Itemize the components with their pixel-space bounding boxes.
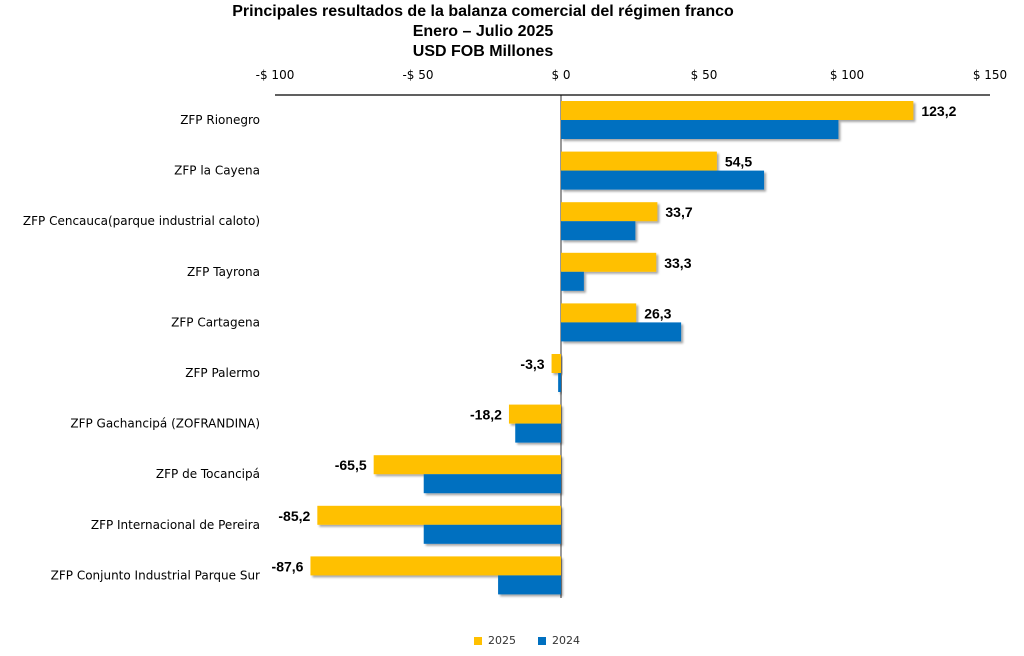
bar-2025 bbox=[561, 151, 717, 171]
legend-item-2025: 2025 bbox=[474, 634, 516, 647]
bar-2025 bbox=[508, 404, 561, 424]
bar-2025 bbox=[561, 101, 914, 120]
legend-label-2024: 2024 bbox=[552, 634, 580, 647]
bar-2024 bbox=[561, 120, 839, 139]
bar-2024 bbox=[561, 221, 636, 241]
category-label: ZFP Cartagena bbox=[171, 315, 260, 329]
category-label: ZFP de Tocancipá bbox=[156, 467, 260, 481]
data-label-2025: 123,2 bbox=[921, 103, 956, 119]
x-tick-label: -$ 100 bbox=[256, 68, 295, 82]
x-tick-label: $ 0 bbox=[551, 68, 570, 82]
bar-2024 bbox=[515, 423, 561, 443]
chart-unit: USD FOB Millones bbox=[412, 43, 554, 60]
bar-2024 bbox=[561, 170, 765, 190]
category-label: ZFP Palermo bbox=[185, 366, 260, 380]
bar-2025 bbox=[317, 505, 561, 525]
category-label: ZFP Conjunto Industrial Parque Sur bbox=[51, 568, 260, 582]
category-label: ZFP Cencauca(parque industrial caloto) bbox=[23, 214, 260, 228]
bar-2025 bbox=[373, 455, 561, 475]
x-tick-label: $ 150 bbox=[973, 68, 1007, 82]
data-label-2025: -87,6 bbox=[272, 558, 304, 574]
bar-2025 bbox=[561, 252, 657, 272]
bar-2025 bbox=[310, 556, 561, 576]
bar-2024 bbox=[558, 373, 561, 392]
bar-2024 bbox=[498, 575, 561, 595]
data-label-2025: 33,3 bbox=[664, 255, 691, 271]
data-label-2025: -65,5 bbox=[335, 457, 367, 473]
bar-2024 bbox=[423, 474, 561, 494]
legend: 2025 2024 bbox=[474, 634, 602, 647]
x-tick-label: $ 100 bbox=[830, 68, 864, 82]
category-label: ZFP Gachancipá (ZOFRANDINA) bbox=[70, 417, 260, 431]
data-label-2025: -18,2 bbox=[470, 407, 502, 423]
data-label-2025: 54,5 bbox=[725, 154, 752, 170]
category-label: ZFP Rionegro bbox=[180, 113, 260, 127]
data-label-2025: -3,3 bbox=[520, 356, 544, 372]
category-label: ZFP Tayrona bbox=[187, 265, 260, 279]
data-label-2025: 26,3 bbox=[644, 305, 671, 321]
data-label-2025: 33,7 bbox=[665, 204, 692, 220]
category-label: ZFP Internacional de Pereira bbox=[91, 518, 260, 532]
category-label: ZFP la Cayena bbox=[174, 164, 260, 178]
x-tick-label: -$ 50 bbox=[402, 68, 433, 82]
x-tick-label: $ 50 bbox=[691, 68, 718, 82]
bar-2025 bbox=[561, 303, 637, 323]
bar-2024 bbox=[423, 524, 561, 544]
legend-item-2024: 2024 bbox=[538, 634, 580, 647]
legend-label-2025: 2025 bbox=[488, 634, 516, 647]
chart-title-block: Principales resultados de la balanza com… bbox=[200, 2, 766, 62]
bar-2024 bbox=[561, 322, 682, 342]
legend-swatch-2024 bbox=[538, 636, 546, 645]
bar-2025 bbox=[551, 354, 561, 373]
data-label-2025: -85,2 bbox=[278, 508, 310, 524]
chart-subtitle: Enero – Julio 2025 bbox=[412, 23, 554, 40]
legend-swatch-2025 bbox=[474, 636, 482, 645]
bar-2024 bbox=[561, 271, 584, 291]
bar-2025 bbox=[561, 202, 658, 222]
chart-title: Principales resultados de la balanza com… bbox=[232, 3, 734, 20]
